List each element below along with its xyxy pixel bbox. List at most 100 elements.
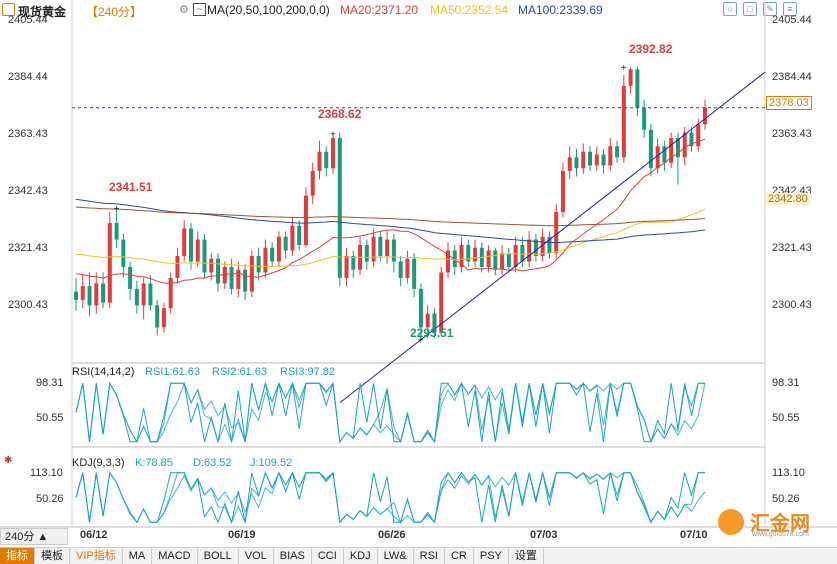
date-tick: 06/12 [80,529,108,541]
tab-settings[interactable]: 设置 [509,548,544,564]
candle-body [662,146,667,163]
tab-vol[interactable]: VOL [239,548,274,564]
candle-body [466,245,471,262]
app-icon[interactable] [2,3,15,16]
candle-body [310,170,315,196]
candle-body [405,258,410,278]
candle-body [195,239,200,262]
rsi-tick-right: 50.55 [772,412,800,424]
candle-body [540,236,545,256]
kdj-tick-right: 113.10 [772,467,805,479]
rsi3-value: RSI3:97.82 [280,366,336,378]
candle-body [689,132,694,147]
candle-body [188,228,193,262]
tab-templates[interactable]: 模板 [35,548,70,564]
peak-marker: + [418,336,424,347]
tab-bias[interactable]: BIAS [274,548,312,564]
price-tick-left: 2300.43 [8,299,48,311]
low-annotation-1: 2293.51 [410,326,454,340]
tool-icon-3[interactable]: ✎ [763,2,777,16]
candle-body [445,250,450,273]
tab-indicators[interactable]: 指标 [0,548,35,564]
candle-body [554,212,559,254]
candle-body [148,283,153,306]
indicator-tab-bar: 指标 模板 VIP指标 MA MACD BOLL VOL BIAS CCI KD… [0,547,837,564]
kdj-tick-left: 113.10 [30,467,63,479]
candle-body [642,107,647,130]
candle-body [418,288,423,328]
ma-icon[interactable]: ~ [193,3,206,16]
candle-body [324,151,329,169]
period-label[interactable]: 【240分】 [86,5,143,19]
watermark-logo: 汇金网 [718,507,810,536]
tab-cci[interactable]: CCI [312,548,344,564]
candle-body [385,239,390,256]
ma-params[interactable]: MA(20,50,100,200,0,0) [207,3,330,17]
price-tick-left: 2321.43 [8,242,48,254]
tab-ma[interactable]: MA [123,548,153,564]
candle-body [270,247,275,262]
candle-body [344,255,349,278]
trend-line [339,71,766,404]
candle-body [283,236,288,251]
rsi-title[interactable]: RSI(14,14,2) [72,366,135,378]
kdj-d-value: D:63.52 [193,457,232,469]
watermark-name: 汇金网 [750,513,810,535]
watermark-site: www.gold678.com [752,531,809,538]
candle-body [351,255,356,270]
tab-macd[interactable]: MACD [152,548,198,564]
tab-psy[interactable]: PSY [474,548,509,564]
ma20-value: MA20:2371.20 [340,3,419,17]
ma-level-tag: 2342.80 [766,193,810,205]
tab-lw[interactable]: LW& [378,548,414,564]
rsi-tick-left: 50.55 [36,412,64,424]
ma50-value: MA50:2352.54 [430,3,509,17]
rsi-tick-left: 98.31 [36,377,64,389]
watermark-circle-icon [718,508,744,535]
kdj-settings-icon[interactable]: ✱ [4,455,13,466]
period-selector-button[interactable]: 240分 ▲ [0,528,68,545]
current-price-tag: 2378.03 [766,96,812,110]
candle-body [391,239,396,262]
candle-body [290,225,295,251]
settings-icon[interactable]: ⚙ [179,4,189,16]
chart-toolbar: 现货黄金 【240分】 ⚙ ~ MA(20,50,100,200,0,0) MA… [0,0,837,20]
date-tick: 06/19 [228,529,256,541]
price-tick-left: 2384.44 [8,71,48,83]
candle-body [547,236,552,254]
candle-body [601,154,606,166]
kdj-k-value: K:78.85 [135,457,173,469]
tool-icon-4[interactable]: ≡ [783,2,797,16]
candle-body [675,137,680,158]
candle-body [141,283,146,306]
candle-body [696,124,701,147]
tab-vip-indicators[interactable]: VIP指标 [70,548,123,564]
candle-body [87,286,92,306]
date-tick: 06/26 [378,529,406,541]
candle-body [317,151,322,171]
tab-cr[interactable]: CR [445,548,474,564]
kdj-title[interactable]: KDJ(9,3,3) [72,457,125,469]
date-tick: 07/03 [530,529,558,541]
rsi-line-3 [75,381,706,444]
price-tick-right: 2363.43 [772,128,812,140]
candle-body [256,255,261,273]
tab-boll[interactable]: BOLL [198,548,239,564]
tab-rsi[interactable]: RSI [414,548,445,564]
price-tick-right: 2384.44 [772,71,812,83]
candle-body [608,146,613,166]
candle-body [635,69,640,108]
candle-body [500,253,505,270]
candle-body [276,236,281,262]
tool-icon-1[interactable]: ○ [723,2,737,16]
tab-kdj[interactable]: KDJ [344,548,378,564]
candle-body [175,255,180,278]
candle-body [337,137,342,278]
symbol-title: 现货黄金 [18,5,67,19]
peak-marker: + [330,130,336,141]
tool-icon-2[interactable]: □ [743,2,757,16]
candle-body [574,157,579,169]
candle-body [74,291,78,300]
price-tick-left: 2405.44 [8,14,48,26]
